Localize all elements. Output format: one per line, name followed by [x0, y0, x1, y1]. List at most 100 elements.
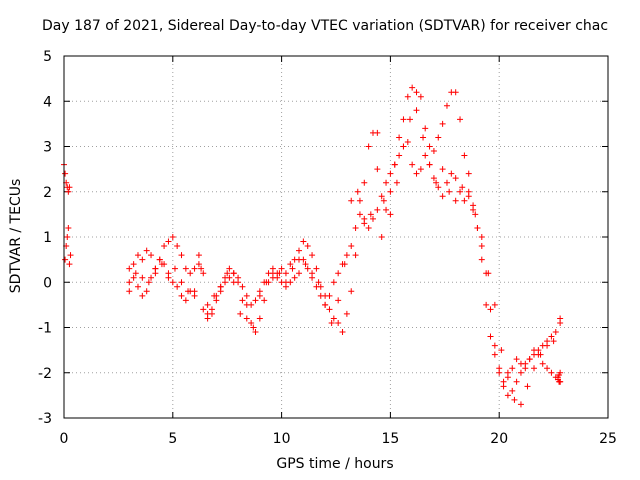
data-point-marker: [67, 252, 74, 259]
data-point-marker: [134, 283, 141, 290]
data-point-marker: [544, 342, 551, 349]
data-point-marker: [457, 188, 464, 195]
data-point-marker: [315, 279, 322, 286]
data-point-marker: [291, 274, 298, 281]
data-point-marker: [396, 134, 403, 141]
data-point-marker: [369, 215, 376, 222]
data-point-marker: [487, 306, 494, 313]
data-point-marker: [443, 102, 450, 109]
data-point-marker: [134, 252, 141, 259]
data-point-marker: [213, 297, 220, 304]
data-point-marker: [413, 107, 420, 114]
data-point-marker: [374, 206, 381, 213]
data-point-marker: [343, 310, 350, 317]
data-point-marker: [548, 369, 555, 376]
data-point-marker: [452, 175, 459, 182]
data-point-marker: [65, 188, 72, 195]
data-point-marker: [302, 261, 309, 268]
data-point-marker: [296, 270, 303, 277]
data-point-marker: [148, 252, 155, 259]
data-point-marker: [66, 261, 73, 268]
data-point-marker: [356, 197, 363, 204]
data-point-marker: [269, 265, 276, 272]
data-point-marker: [387, 170, 394, 177]
data-point-marker: [430, 175, 437, 182]
data-point-marker: [309, 252, 316, 259]
data-point-marker: [130, 274, 137, 281]
data-point-marker: [504, 392, 511, 399]
data-point-marker: [156, 256, 163, 263]
data-point-marker: [452, 89, 459, 96]
data-point-marker: [256, 315, 263, 322]
data-point-marker: [531, 365, 538, 372]
data-point-marker: [335, 270, 342, 277]
data-point-marker: [348, 288, 355, 295]
data-point-marker: [365, 143, 372, 150]
data-point-marker: [356, 211, 363, 218]
data-point-marker: [552, 329, 559, 336]
data-point-marker: [148, 274, 155, 281]
data-point-marker: [330, 315, 337, 322]
data-point-marker: [539, 360, 546, 367]
data-point-marker: [269, 274, 276, 281]
data-point-marker: [250, 324, 257, 331]
data-point-marker: [309, 270, 316, 277]
data-point-marker: [470, 206, 477, 213]
data-point-marker: [322, 301, 329, 308]
data-point-marker: [491, 301, 498, 308]
data-point-marker: [472, 211, 479, 218]
data-point-marker: [374, 166, 381, 173]
data-point-marker: [132, 270, 139, 277]
data-point-marker: [550, 338, 557, 345]
data-point-marker: [435, 134, 442, 141]
y-tick-label: 0: [43, 275, 52, 291]
data-point-marker: [187, 270, 194, 277]
data-point-marker: [248, 319, 255, 326]
data-point-marker: [413, 89, 420, 96]
data-point-marker: [230, 279, 237, 286]
data-point-marker: [409, 84, 416, 91]
data-point-marker: [178, 292, 185, 299]
data-point-marker: [504, 369, 511, 376]
data-point-marker: [326, 292, 333, 299]
data-point-marker: [348, 197, 355, 204]
data-point-marker: [435, 184, 442, 191]
data-point-marker: [352, 224, 359, 231]
data-point-marker: [300, 238, 307, 245]
y-axis-label: SDTVAR / TECUs: [8, 178, 24, 294]
x-tick-label: 5: [168, 431, 177, 447]
data-point-marker: [152, 270, 159, 277]
y-tick-label: -1: [38, 321, 52, 337]
data-point-marker: [448, 170, 455, 177]
x-tick-label: 10: [273, 431, 291, 447]
data-point-marker: [517, 401, 524, 408]
data-point-marker: [457, 116, 464, 123]
data-point-marker: [62, 256, 69, 263]
data-point-marker: [537, 351, 544, 358]
data-point-marker: [526, 356, 533, 363]
y-tick-label: -2: [38, 366, 52, 382]
data-point-marker: [383, 179, 390, 186]
data-point-marker: [65, 224, 72, 231]
data-point-marker: [265, 270, 272, 277]
data-point-marker: [387, 188, 394, 195]
data-point-marker: [143, 288, 150, 295]
data-point-marker: [178, 279, 185, 286]
data-point-marker: [169, 234, 176, 240]
data-point-marker: [374, 129, 381, 136]
data-point-marker: [126, 288, 133, 295]
data-point-marker: [478, 234, 485, 240]
data-point-marker: [426, 161, 433, 168]
data-point-marker: [276, 270, 283, 277]
data-point-marker: [378, 234, 385, 240]
data-point-marker: [478, 256, 485, 263]
plot-frame: [63, 55, 609, 419]
data-point-marker: [391, 161, 398, 168]
data-point-marker: [243, 292, 250, 299]
data-point-marker: [446, 188, 453, 195]
data-point-marker: [335, 297, 342, 304]
data-point-marker: [406, 116, 413, 123]
data-point-marker: [200, 270, 207, 277]
data-point-marker: [478, 243, 485, 250]
data-point-marker: [422, 152, 429, 159]
